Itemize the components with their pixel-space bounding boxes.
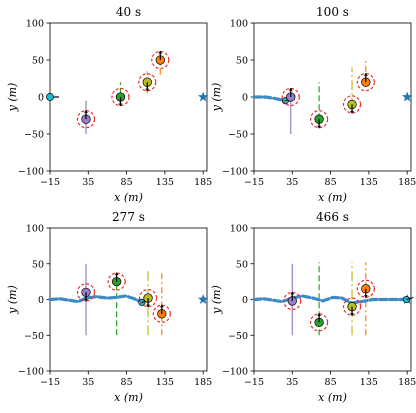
robot-path — [252, 294, 408, 305]
x-tick-label: −15 — [40, 177, 60, 188]
panel-1: 40 s x (m) y (m) −15 35 85 135 185 −100 −50 0 50… — [6, 5, 212, 204]
x-axis-label: x (m) — [318, 391, 347, 404]
agent-direction-arrow — [363, 295, 368, 298]
x-tick-label: 135 — [156, 377, 174, 388]
agent-safety-ring — [281, 87, 300, 107]
robot-path — [48, 294, 144, 304]
panel-title: 466 s — [316, 210, 349, 224]
y-tick-label: −50 — [228, 331, 248, 342]
agent-safety-ring — [151, 50, 170, 70]
agent-safety-ring — [356, 73, 375, 92]
x-tick-label: 35 — [286, 377, 298, 388]
x-tick-label: 185 — [398, 377, 416, 388]
agent-safety-ring — [138, 288, 158, 308]
x-tick-label: −15 — [244, 177, 264, 188]
robot-path — [252, 95, 287, 103]
agent-direction-arrow — [146, 304, 151, 308]
agent-safety-ring — [152, 304, 171, 323]
x-tick-label: 135 — [156, 177, 174, 188]
x-tick-label: −15 — [40, 377, 60, 388]
y-tick-label: 50 — [32, 56, 44, 67]
agent-direction-arrow — [350, 313, 355, 316]
panel-4: 466 s x (m) y (m) −15 35 85 135 185 −100 −50 0 5… — [210, 210, 416, 404]
y-tick-label: −100 — [18, 367, 44, 378]
x-tick-label: 185 — [194, 377, 212, 388]
agent-safety-ring — [138, 73, 157, 92]
agent-direction-arrow — [145, 88, 150, 92]
x-tick-label: 185 — [194, 177, 212, 188]
x-tick-label: 35 — [286, 177, 298, 188]
x-tick-label: 135 — [360, 377, 378, 388]
x-tick-label: 35 — [82, 377, 94, 388]
agent-direction-arrow — [83, 110, 88, 113]
y-tick-label: −50 — [24, 331, 44, 342]
agent-safety-ring — [309, 313, 329, 332]
agent-safety-ring — [342, 95, 362, 114]
agent-safety-ring — [356, 279, 375, 298]
y-axis-label: y (m) — [210, 285, 223, 315]
x-axis-label: x (m) — [318, 191, 347, 204]
x-tick-label: 35 — [82, 177, 94, 188]
agent-direction-arrow — [350, 110, 355, 114]
x-tick-label: 185 — [398, 177, 416, 188]
y-tick-label: −100 — [222, 367, 248, 378]
agent-direction-arrow — [288, 88, 293, 91]
y-axis-label: y (m) — [6, 83, 19, 113]
agent-direction-arrow — [118, 103, 123, 106]
y-tick-label: 100 — [26, 19, 44, 30]
x-tick-label: 85 — [121, 377, 133, 388]
y-axis-label: y (m) — [6, 285, 19, 315]
agent-safety-ring — [76, 283, 96, 302]
plot-frame — [253, 22, 412, 172]
y-tick-label: −100 — [222, 167, 248, 178]
robot-marker — [402, 295, 410, 304]
y-tick-label: 100 — [230, 224, 248, 235]
y-tick-label: 0 — [38, 295, 44, 306]
agent-direction-arrow — [159, 304, 164, 308]
x-tick-label: 85 — [325, 377, 337, 388]
x-tick-label: 135 — [360, 177, 378, 188]
panel-title: 100 s — [316, 5, 349, 19]
agent-direction-arrow — [158, 51, 163, 54]
y-tick-label: 100 — [230, 19, 248, 30]
agent-safety-ring — [111, 87, 130, 107]
y-tick-label: 50 — [236, 259, 248, 270]
agent-safety-ring — [107, 272, 126, 291]
agent-direction-arrow — [317, 313, 322, 316]
agent-safety-ring — [76, 110, 96, 129]
x-tick-label: 85 — [325, 177, 337, 188]
panel-3: 277 s x (m) y (m) −15 35 85 135 185 −100 −50 0 5… — [6, 210, 212, 404]
panel-2: 100 s x (m) y (m) −15 35 85 135 185 −100 −50 0 5… — [210, 5, 416, 204]
x-tick-label: −15 — [244, 377, 264, 388]
x-axis-label: x (m) — [114, 191, 143, 204]
panel-title: 277 s — [112, 210, 145, 224]
start-marker — [46, 93, 54, 101]
agent-safety-ring — [342, 297, 362, 316]
y-tick-label: −100 — [18, 167, 44, 178]
goal-star-icon — [197, 91, 209, 102]
y-tick-label: 100 — [26, 224, 44, 235]
agent-direction-arrow — [317, 125, 322, 129]
agent-direction-arrow — [290, 291, 295, 295]
agent-direction-arrow — [363, 73, 368, 76]
agent-direction-arrow — [114, 272, 119, 276]
y-tick-label: 0 — [242, 295, 248, 306]
panel-title: 40 s — [116, 5, 141, 19]
x-axis-label: x (m) — [114, 391, 143, 404]
agent-safety-ring — [283, 291, 302, 311]
y-tick-label: 0 — [242, 93, 248, 104]
y-axis-label: y (m) — [210, 83, 223, 113]
goal-star-icon — [197, 294, 209, 304]
y-tick-label: 50 — [236, 56, 248, 67]
agent-safety-ring — [309, 110, 329, 129]
agent-direction-arrow — [83, 298, 88, 302]
goal-star-icon — [401, 91, 413, 102]
y-tick-label: 0 — [38, 93, 44, 104]
y-tick-label: 50 — [32, 259, 44, 270]
y-tick-label: −50 — [228, 130, 248, 141]
robot-heading-line — [406, 296, 414, 301]
x-tick-label: 85 — [121, 177, 133, 188]
y-tick-label: −50 — [24, 130, 44, 141]
